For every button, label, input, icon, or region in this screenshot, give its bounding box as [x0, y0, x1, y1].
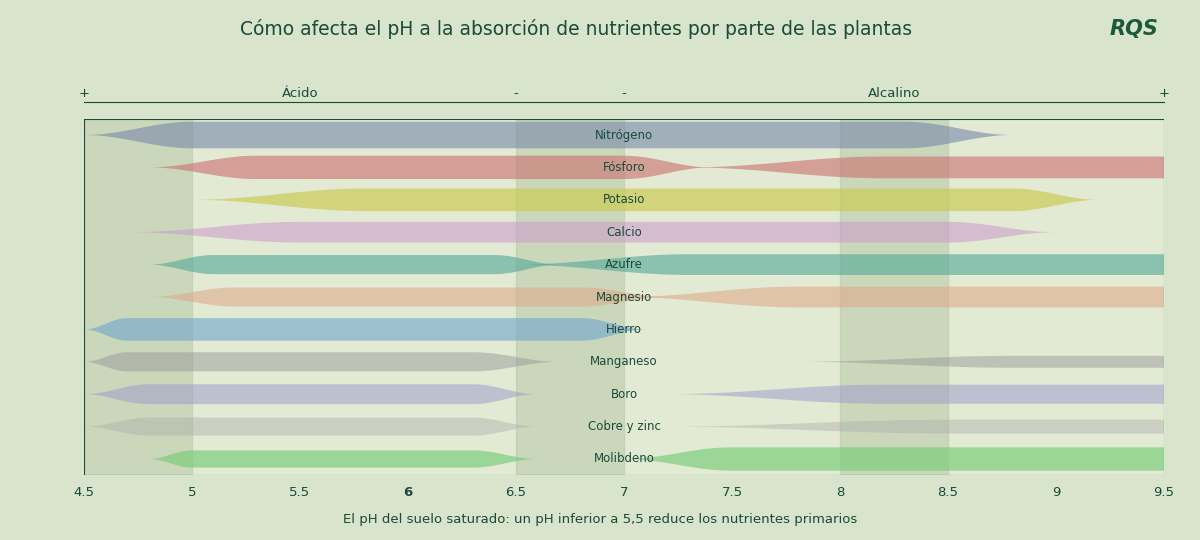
Text: El pH del suelo saturado: un pH inferior a 5,5 reduce los nutrientes primarios: El pH del suelo saturado: un pH inferior…: [343, 514, 857, 526]
Polygon shape: [84, 352, 559, 372]
Text: Azufre: Azufre: [605, 258, 643, 271]
Bar: [84, 119, 192, 475]
Polygon shape: [516, 254, 1164, 275]
Polygon shape: [84, 318, 646, 341]
Text: Molibdeno: Molibdeno: [594, 453, 654, 465]
Bar: [516, 119, 624, 475]
Text: Calcio: Calcio: [606, 226, 642, 239]
Bar: [840, 119, 948, 475]
Text: Cobre y zinc: Cobre y zinc: [588, 420, 660, 433]
Polygon shape: [84, 122, 1013, 148]
Text: Nitrógeno: Nitrógeno: [595, 129, 653, 141]
Polygon shape: [84, 417, 538, 436]
Text: Manganeso: Manganeso: [590, 355, 658, 368]
Text: Hierro: Hierro: [606, 323, 642, 336]
Polygon shape: [624, 287, 1164, 307]
Text: +: +: [1158, 87, 1170, 100]
Polygon shape: [667, 384, 1164, 404]
Polygon shape: [84, 384, 538, 404]
Text: Fósforo: Fósforo: [602, 161, 646, 174]
Text: Magnesio: Magnesio: [596, 291, 652, 303]
Text: RQS: RQS: [1109, 19, 1158, 39]
Polygon shape: [689, 157, 1164, 178]
Polygon shape: [667, 420, 1164, 434]
Polygon shape: [149, 156, 710, 179]
Text: Alcalino: Alcalino: [868, 87, 920, 100]
Polygon shape: [192, 188, 1099, 211]
Text: -: -: [514, 87, 518, 100]
Polygon shape: [149, 450, 538, 468]
Text: Ácido: Ácido: [282, 87, 318, 100]
Text: Cómo afecta el pH a la absorción de nutrientes por parte de las plantas: Cómo afecta el pH a la absorción de nutr…: [240, 19, 912, 39]
Polygon shape: [149, 255, 559, 274]
Text: +: +: [78, 87, 90, 100]
Text: -: -: [622, 87, 626, 100]
Polygon shape: [624, 447, 1164, 471]
Text: Boro: Boro: [611, 388, 637, 401]
Polygon shape: [149, 287, 667, 307]
Polygon shape: [127, 222, 1056, 242]
Polygon shape: [797, 356, 1164, 368]
Text: Potasio: Potasio: [602, 193, 646, 206]
